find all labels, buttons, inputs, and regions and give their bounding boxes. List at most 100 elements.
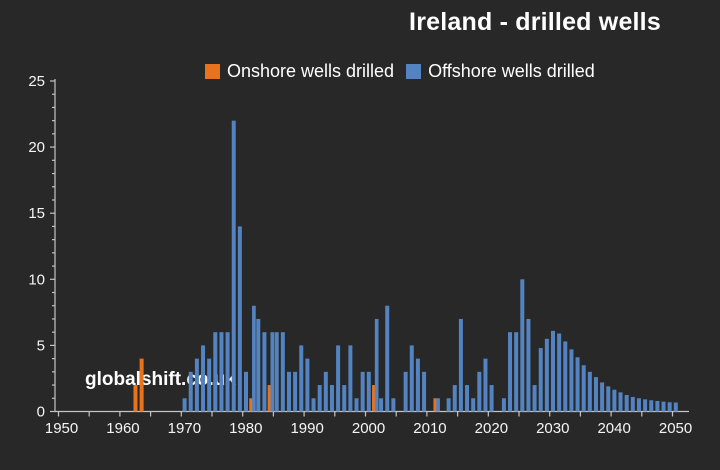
bar-offshore-1970 [182, 398, 187, 412]
x-tick-label: 1990 [290, 420, 323, 437]
bar-onshore-1962 [133, 385, 138, 412]
bar-offshore-1985 [274, 332, 279, 412]
chart-legend: Onshore wells drilled Offshore wells dri… [205, 60, 595, 82]
y-tick-label: 5 [37, 337, 45, 354]
bar-offshore-2019 [483, 358, 488, 412]
bar-offshore-2000 [366, 371, 371, 412]
bar-offshore-2046 [649, 400, 654, 412]
bar-offshore-2032 [563, 341, 568, 412]
y-tick-label: 10 [28, 271, 45, 288]
bar-offshore-1998 [354, 398, 359, 412]
bar-offshore-2015 [458, 318, 463, 412]
bar-offshore-2047 [655, 400, 660, 412]
bar-offshore-2009 [422, 371, 427, 412]
bar-offshore-2016 [465, 385, 470, 412]
bar-offshore-1994 [329, 385, 334, 412]
bar-offshore-2033 [569, 349, 574, 412]
bar-offshore-1997 [348, 345, 353, 412]
bar-offshore-2044 [636, 398, 641, 412]
bar-offshore-2031 [557, 333, 562, 412]
offshore-swatch-icon [406, 63, 422, 79]
bar-offshore-1981 [252, 305, 256, 412]
bar-offshore-2020 [489, 385, 494, 412]
chart-title: Ireland - drilled wells [409, 8, 661, 36]
bar-offshore-2030 [551, 330, 555, 412]
x-tick-label: 1970 [168, 420, 201, 437]
x-tick-label: 2030 [536, 420, 569, 437]
bar-offshore-1978 [231, 120, 236, 412]
bar-offshore-1984 [270, 332, 275, 412]
bar-offshore-2022 [501, 398, 506, 412]
legend-label-onshore: Onshore wells drilled [227, 60, 395, 81]
bar-offshore-2049 [667, 402, 672, 412]
bar-offshore-1972 [194, 358, 199, 412]
bar-offshore-1971 [188, 371, 193, 412]
bar-offshore-2023 [508, 332, 513, 412]
bar-offshore-1996 [342, 385, 347, 412]
x-tick-label: 1980 [229, 420, 262, 437]
bar-offshore-2025 [520, 279, 525, 412]
bar-offshore-2018 [477, 371, 482, 412]
bar-offshore-2014 [452, 385, 457, 412]
bar-offshore-2034 [575, 357, 580, 412]
bar-offshore-2038 [600, 382, 605, 412]
x-tick-label: 2050 [659, 420, 692, 437]
bar-offshore-2003 [385, 305, 390, 412]
bar-offshore-1990 [305, 358, 310, 412]
bar-offshore-2011 [436, 398, 440, 412]
y-tick-label: 25 [28, 73, 45, 90]
bar-offshore-2006 [403, 371, 408, 412]
x-tick-label: 2020 [475, 420, 508, 437]
bar-offshore-2048 [661, 401, 666, 412]
bar-offshore-2029 [544, 338, 549, 412]
bar-offshore-1976 [219, 332, 224, 412]
x-tick-label: 1950 [45, 420, 78, 437]
bar-onshore-1963 [139, 358, 144, 412]
bar-offshore-1993 [323, 371, 328, 412]
bar-offshore-1987 [286, 371, 291, 412]
bar-offshore-1989 [299, 345, 304, 412]
bar-offshore-1977 [225, 332, 230, 412]
bar-offshore-1986 [280, 332, 285, 412]
y-tick-label: 15 [28, 205, 45, 222]
legend-item-onshore: Onshore wells drilled [205, 61, 394, 82]
bar-onshore-1984 [267, 385, 272, 412]
bar-offshore-2027 [532, 385, 537, 412]
bar-offshore-1974 [207, 358, 212, 412]
bar-onshore-2011 [433, 398, 438, 412]
legend-label-offshore: Offshore wells drilled [428, 60, 595, 81]
bar-onshore-2001 [372, 385, 376, 412]
x-tick-label: 1960 [106, 420, 139, 437]
bar-offshore-1982 [256, 318, 261, 412]
bar-offshore-2017 [471, 398, 476, 412]
x-tick-label: 2000 [352, 420, 385, 437]
onshore-swatch-icon [205, 63, 220, 79]
bar-offshore-2045 [643, 399, 648, 412]
bar-offshore-2050 [673, 402, 678, 412]
bar-offshore-2042 [624, 394, 629, 412]
bar-offshore-1980 [244, 371, 248, 412]
bar-offshore-2041 [618, 392, 623, 412]
bar-offshore-2037 [593, 377, 598, 412]
bar-offshore-1991 [311, 398, 316, 412]
bar-offshore-1973 [201, 345, 206, 412]
x-tick-label: 2040 [597, 420, 630, 437]
bar-offshore-1992 [317, 385, 322, 412]
bar-onshore-1981 [249, 398, 253, 412]
bar-offshore-2035 [581, 365, 586, 412]
x-tick-label: 2010 [413, 420, 446, 437]
legend-item-offshore: Offshore wells drilled [406, 61, 595, 82]
bar-offshore-1988 [293, 371, 298, 412]
bar-offshore-1999 [360, 371, 365, 412]
bar-offshore-2036 [587, 371, 592, 412]
bar-offshore-2039 [606, 386, 611, 412]
bar-offshore-1995 [336, 345, 341, 412]
bar-offshore-1983 [262, 332, 267, 412]
bar-offshore-2008 [415, 358, 420, 412]
bar-offshore-2024 [514, 332, 519, 412]
bar-offshore-2043 [630, 396, 635, 412]
y-tick-label: 20 [28, 139, 45, 156]
bar-offshore-2013 [446, 398, 451, 412]
